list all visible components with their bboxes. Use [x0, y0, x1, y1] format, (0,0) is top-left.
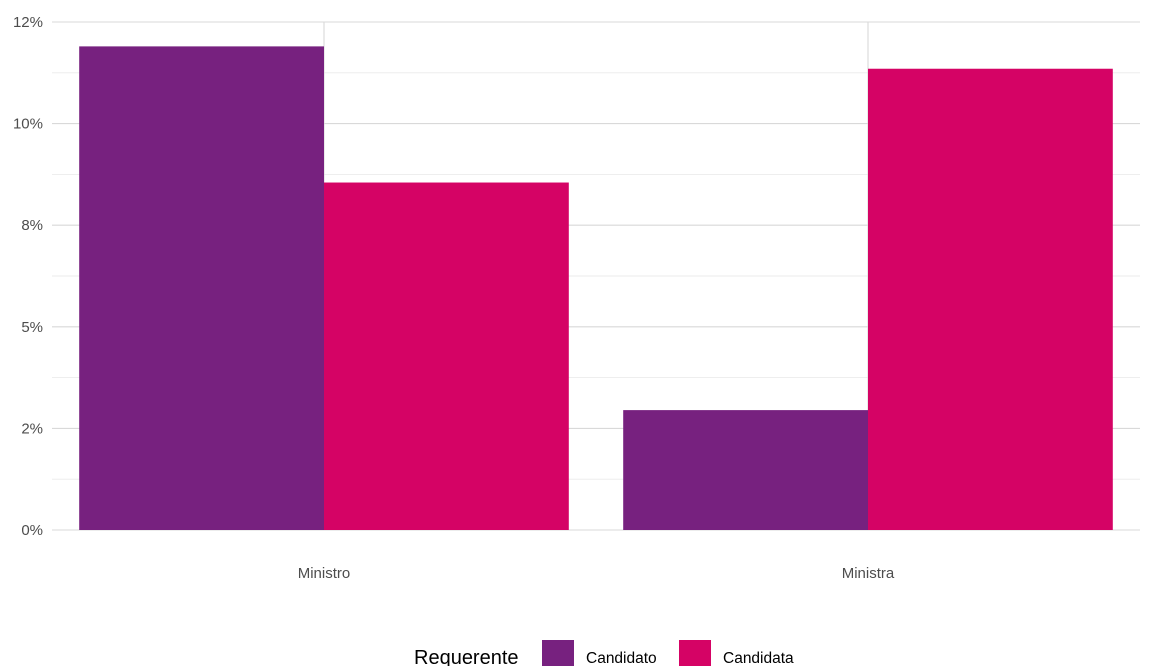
legend: Requerente Candidato Candidata [414, 640, 794, 666]
y-tick-label: 10% [13, 116, 43, 133]
bars [79, 46, 1113, 531]
legend-label-candidata: Candidata [723, 650, 794, 666]
legend-key-candidata [679, 640, 711, 666]
bar-candidata-ministro [324, 182, 569, 530]
x-tick-label: Ministra [842, 565, 895, 582]
legend-title: Requerente [414, 647, 519, 666]
bar-candidato-ministra [623, 410, 868, 530]
bar-candidata-ministra [868, 68, 1113, 531]
legend-label-candidato: Candidato [586, 650, 657, 666]
y-axis-tick-labels: 0% 2% 5% 8% 10% 12% [13, 14, 43, 539]
bar-candidato-ministro [79, 46, 324, 530]
y-tick-label: 8% [21, 217, 43, 234]
y-tick-label: 12% [13, 14, 43, 31]
y-tick-label: 2% [21, 420, 43, 437]
legend-key-candidato [542, 640, 574, 666]
x-tick-label: Ministro [298, 565, 351, 582]
x-axis-tick-labels: Ministro Ministra [298, 565, 895, 582]
y-tick-label: 0% [21, 522, 43, 539]
y-tick-label: 5% [21, 319, 43, 336]
